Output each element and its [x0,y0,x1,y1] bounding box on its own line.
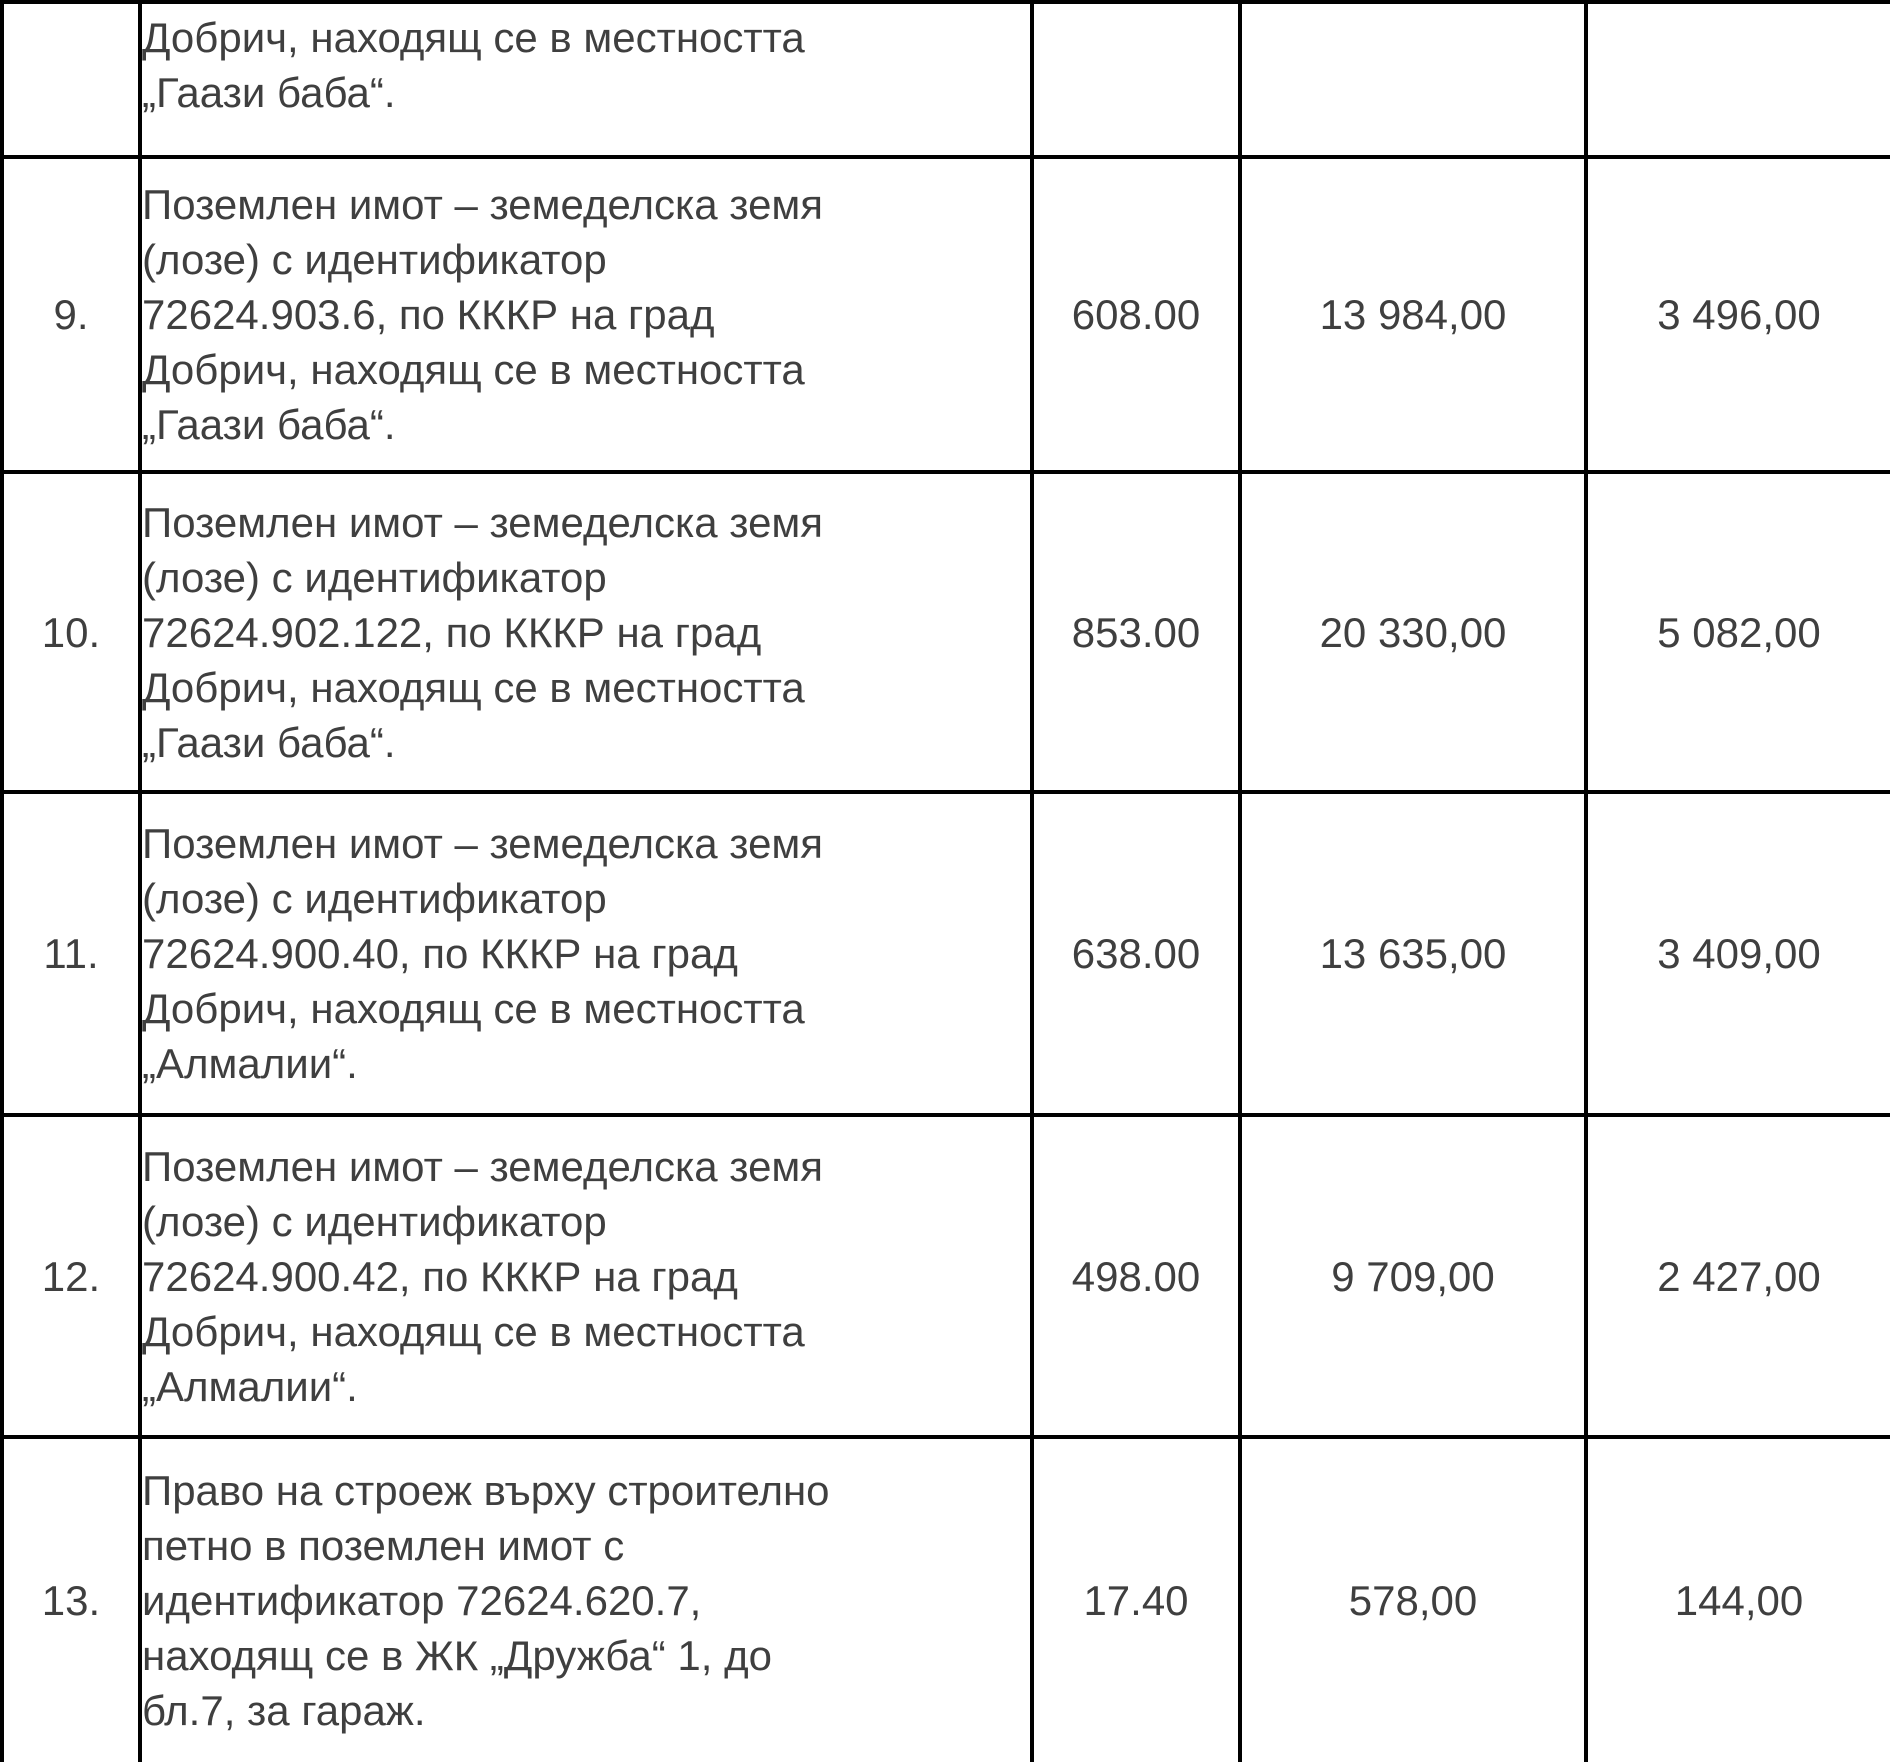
row-number-cell: 9. [0,155,142,474]
description-cell: Добрич, находящ се в местността „Гаази б… [138,0,1034,159]
value1-cell: 9 709,00 [1238,1113,1588,1439]
value2-cell [1584,0,1890,159]
area-cell: 17.40 [1030,1435,1242,1762]
area-cell: 608.00 [1030,155,1242,474]
value1-cell: 13 635,00 [1238,790,1588,1117]
value2-cell: 144,00 [1584,1435,1890,1762]
area-cell: 853.00 [1030,470,1242,794]
row-number-cell: 12. [0,1113,142,1439]
value2-cell: 2 427,00 [1584,1113,1890,1439]
table-row: 12. Поземлен имот – земеделска земя (лоз… [0,1113,1890,1439]
value2-cell: 5 082,00 [1584,470,1890,794]
description-cell: Поземлен имот – земеделска земя (лозе) с… [138,470,1034,794]
description-cell: Поземлен имот – земеделска земя (лозе) с… [138,1113,1034,1439]
row-number-cell: 11. [0,790,142,1117]
value2-cell: 3 409,00 [1584,790,1890,1117]
description-cell: Поземлен имот – земеделска земя (лозе) с… [138,790,1034,1117]
table-row: 10. Поземлен имот – земеделска земя (лоз… [0,470,1890,794]
value2-cell: 3 496,00 [1584,155,1890,474]
area-cell: 638.00 [1030,790,1242,1117]
value1-cell: 578,00 [1238,1435,1588,1762]
description-cell: Поземлен имот – земеделска земя (лозе) с… [138,155,1034,474]
row-number-cell: 13. [0,1435,142,1762]
table-row: 13. Право на строеж върху строително пет… [0,1435,1890,1762]
area-cell: 498.00 [1030,1113,1242,1439]
value1-cell: 13 984,00 [1238,155,1588,474]
value1-cell [1238,0,1588,159]
table-row: 11. Поземлен имот – земеделска земя (лоз… [0,790,1890,1117]
table-row: 9. Поземлен имот – земеделска земя (лозе… [0,155,1890,474]
area-cell [1030,0,1242,159]
row-number-cell [0,0,142,159]
table-row: Добрич, находящ се в местността „Гаази б… [0,0,1890,159]
value1-cell: 20 330,00 [1238,470,1588,794]
row-number-cell: 10. [0,470,142,794]
description-cell: Право на строеж върху строително петно в… [138,1435,1034,1762]
